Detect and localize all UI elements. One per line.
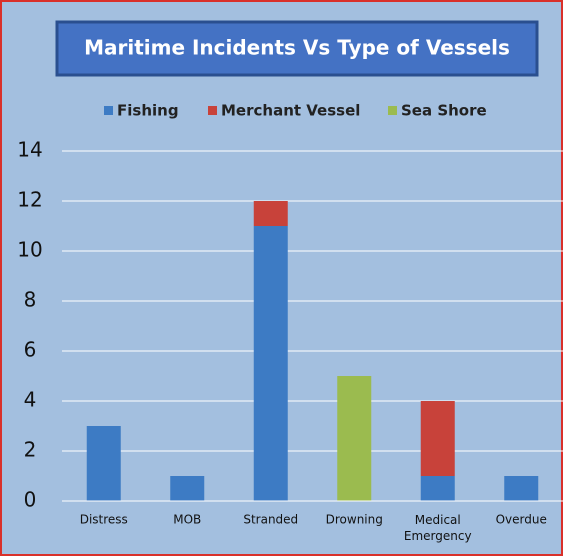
bar-segment	[253, 226, 288, 501]
legend-label: Sea Shore	[401, 102, 487, 120]
bar-segment	[337, 376, 372, 501]
y-tick-label: 8	[24, 288, 37, 312]
bar-segment	[86, 426, 121, 501]
y-tick-label: 14	[17, 138, 42, 162]
y-tick-label: 0	[24, 488, 37, 512]
bar-segment	[504, 476, 539, 501]
bar-segment	[420, 476, 455, 501]
x-tick-label: Stranded	[243, 513, 298, 527]
y-tick-label: 6	[24, 338, 37, 362]
y-tick-label: 12	[17, 188, 42, 212]
x-tick-label: Overdue	[496, 513, 547, 527]
x-tick-label: Medical Emergency	[404, 513, 472, 543]
x-tick-label: Drowning	[326, 513, 383, 527]
chart-title: Maritime Incidents Vs Type of Vessels	[84, 36, 510, 60]
bar-segment	[253, 201, 288, 226]
y-tick-label: 10	[17, 238, 42, 262]
bar-segment	[420, 401, 455, 476]
y-tick-label: 2	[24, 438, 37, 462]
x-tick-label: Distress	[80, 513, 128, 527]
x-tick-label: MOB	[173, 513, 201, 527]
legend-swatch	[208, 106, 217, 115]
title-box	[55, 20, 539, 77]
legend-swatch	[388, 106, 397, 115]
legend-label: Merchant Vessel	[221, 102, 360, 120]
legend-swatch	[104, 106, 113, 115]
legend-label: Fishing	[117, 102, 179, 120]
bar-segment	[170, 476, 205, 501]
y-tick-label: 4	[24, 388, 37, 412]
